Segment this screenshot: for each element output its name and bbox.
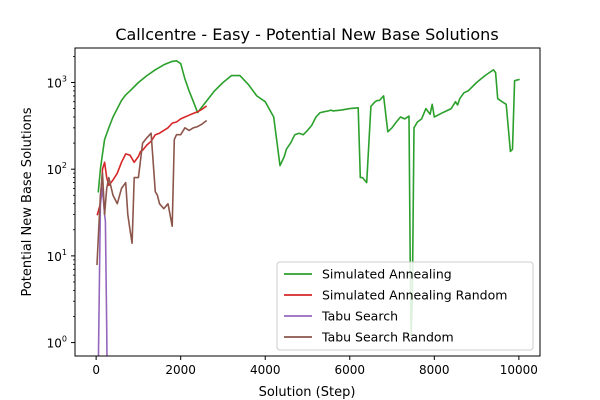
x-tick-label: 6000: [334, 363, 365, 377]
series-line-4: [96, 119, 208, 266]
y-axis-label: Potential New Base Solutions: [20, 107, 35, 296]
x-tick-label: 10000: [500, 363, 538, 377]
chart-title: Callcentre - Easy - Potential New Base S…: [115, 25, 498, 44]
x-tick-label: 2000: [165, 363, 196, 377]
y-tick-base: 10: [47, 337, 62, 351]
y-tick-label: 101: [47, 248, 67, 264]
series-line-2: [96, 105, 208, 216]
y-tick-exponent: 0: [62, 335, 67, 344]
series-layer: [96, 59, 520, 356]
y-tick-base: 10: [47, 76, 62, 90]
x-tick-label: 4000: [250, 363, 281, 377]
y-tick-base: 10: [47, 250, 62, 264]
legend-label-4: Tabu Search Random: [321, 330, 454, 345]
series-line-1: [97, 59, 520, 337]
x-axis-label: Solution (Step): [259, 385, 356, 400]
x-tick-label: 0: [92, 363, 100, 377]
plot-frame: [74, 47, 541, 357]
y-tick-label: 103: [47, 74, 67, 90]
y-tick-exponent: 3: [62, 74, 67, 83]
x-axis: 0 2000 4000 6000 8000 10000: [92, 356, 538, 377]
y-tick-exponent: 2: [62, 161, 67, 170]
legend-box: [276, 261, 534, 351]
y-tick-label: 100: [47, 335, 67, 351]
x-tick-label: 8000: [419, 363, 450, 377]
y-tick-label: 102: [47, 161, 67, 177]
legend: Simulated Annealing Simulated Annealing R…: [276, 261, 534, 351]
legend-label-1: Simulated Annealing: [322, 267, 452, 282]
legend-label-2: Simulated Annealing Random: [322, 288, 507, 303]
legend-label-3: Tabu Search: [321, 309, 398, 324]
y-tick-exponent: 1: [62, 248, 67, 257]
y-tick-base: 10: [47, 163, 62, 177]
